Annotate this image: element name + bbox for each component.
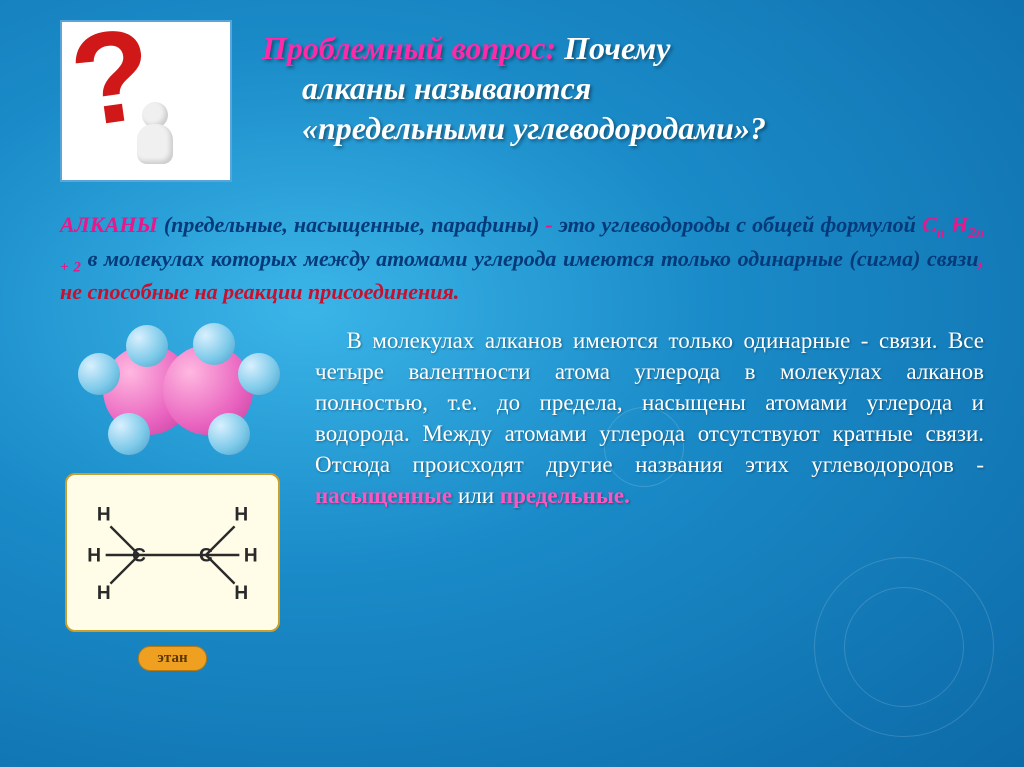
hydrogen-sphere-icon [108,413,150,455]
molecule-3d-model [68,325,278,455]
right-column: В молекулах алканов имеются только одина… [315,325,984,511]
ethane-structure-icon: C C H H H H H H [77,485,268,625]
svg-text:H: H [87,546,101,567]
svg-text:H: H [97,583,111,604]
def-comma: , [978,246,984,271]
para-em2: предельные. [500,483,630,508]
para-mid: или [452,483,500,508]
hydrogen-sphere-icon [78,353,120,395]
svg-text:H: H [234,505,248,526]
header-row: ? Проблемный вопрос: Почему алканы назыв… [60,20,984,182]
def-fs1: п [937,225,945,241]
para-em1: насыщенные [315,483,452,508]
def-p2: в молекулах которых между атомами углеро… [81,246,979,271]
thinking-figure-icon [130,102,180,172]
question-thumbnail: ? [60,20,232,182]
svg-text:C: C [199,546,213,567]
title-lead: Проблемный вопрос: [262,30,564,66]
hydrogen-sphere-icon [208,413,250,455]
body-paragraph: В молекулах алканов имеются только одина… [315,325,984,511]
def-parens: (предельные, насыщенные, парафины) [158,212,546,237]
def-p1: это углеводороды с общей формулой [559,212,922,237]
title-block: Проблемный вопрос: Почему алканы называю… [262,20,984,148]
hydrogen-sphere-icon [238,353,280,395]
svg-text:H: H [244,546,258,567]
svg-text:H: H [97,505,111,526]
title-line-2: алканы называются [262,68,984,108]
slide-title: Проблемный вопрос: Почему [262,28,984,68]
slide-container: ? Проблемный вопрос: Почему алканы назыв… [0,0,1024,767]
def-term: АЛКАНЫ [60,212,158,237]
body-row: C C H H H H H H этан В м [60,325,984,657]
hydrogen-sphere-icon [193,323,235,365]
para-main: В молекулах алканов имеются только одина… [315,328,984,477]
hydrogen-sphere-icon [126,325,168,367]
title-line-3: «предельными углеводородами»? [262,108,984,148]
ethane-label: этан [138,646,206,671]
def-dash: - [545,212,558,237]
title-rest-1: Почему [564,30,670,66]
def-fc: C [922,212,937,237]
definition-text: АЛКАНЫ (предельные, насыщенные, парафины… [60,210,984,307]
svg-text:C: C [132,546,146,567]
ethane-diagram-box: C C H H H H H H этан [65,473,280,657]
svg-text:H: H [234,583,248,604]
left-column: C C H H H H H H этан [60,325,285,657]
def-fh: H [951,212,968,237]
def-tail: не способные на реакции присоединения. [60,279,459,304]
